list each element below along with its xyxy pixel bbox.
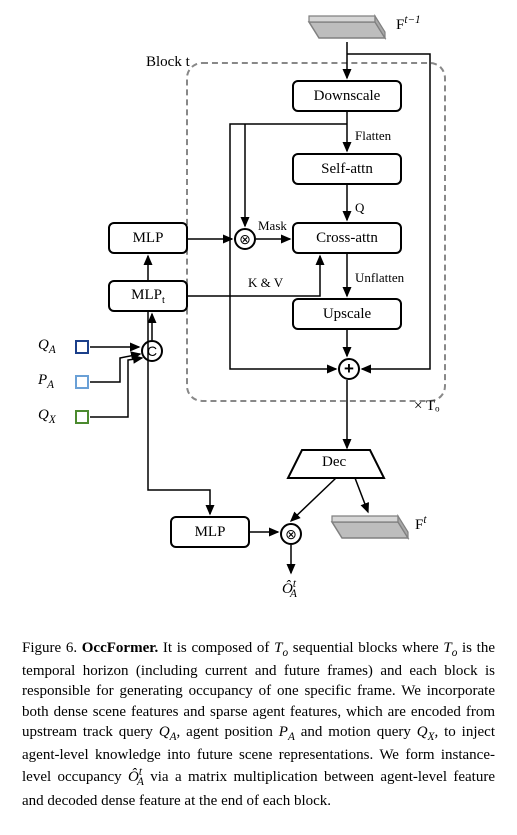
q-label: Q xyxy=(355,200,364,216)
mask-mul-op: ⊗ xyxy=(234,228,256,250)
figure-label: Figure 6. xyxy=(22,640,77,656)
qa-label: QA xyxy=(38,337,56,356)
selfattn-node: Self-attn xyxy=(292,153,402,185)
qa-marker xyxy=(75,340,89,354)
pa-label: PA xyxy=(38,372,54,391)
slab-top-label: Ft−1 xyxy=(396,14,421,34)
block-label: Block t xyxy=(146,54,190,71)
mlp-top-node: MLP xyxy=(108,222,188,254)
crossattn-node: Cross-attn xyxy=(292,222,402,254)
flatten-label: Flatten xyxy=(355,128,391,144)
figure-caption: Figure 6. OccFormer. It is composed of T… xyxy=(22,638,495,811)
slab-bottom-label: Ft xyxy=(415,514,426,534)
bot-mul-op: ⊗ xyxy=(280,523,302,545)
downscale-node: Downscale xyxy=(292,80,402,112)
concat-op: C xyxy=(141,340,163,362)
diagram-canvas: Block t × Tₒ Ft−1 Ft Downscale Self-attn… xyxy=(0,0,517,625)
figure-title: OccFormer. xyxy=(82,640,159,656)
upscale-node: Upscale xyxy=(292,298,402,330)
mlpt-node: MLPt xyxy=(108,280,188,312)
output-label: ÔtA xyxy=(282,578,297,600)
times-label: × Tₒ xyxy=(414,398,439,415)
qx-label: QX xyxy=(38,407,56,426)
mlp-bot-node: MLP xyxy=(170,516,250,548)
unflatten-label: Unflatten xyxy=(355,270,404,286)
qx-marker xyxy=(75,410,89,424)
add-op: + xyxy=(338,358,360,380)
mask-label: Mask xyxy=(258,218,287,234)
dec-label: Dec xyxy=(322,454,346,471)
pa-marker xyxy=(75,375,89,389)
kv-label: K & V xyxy=(248,275,283,291)
